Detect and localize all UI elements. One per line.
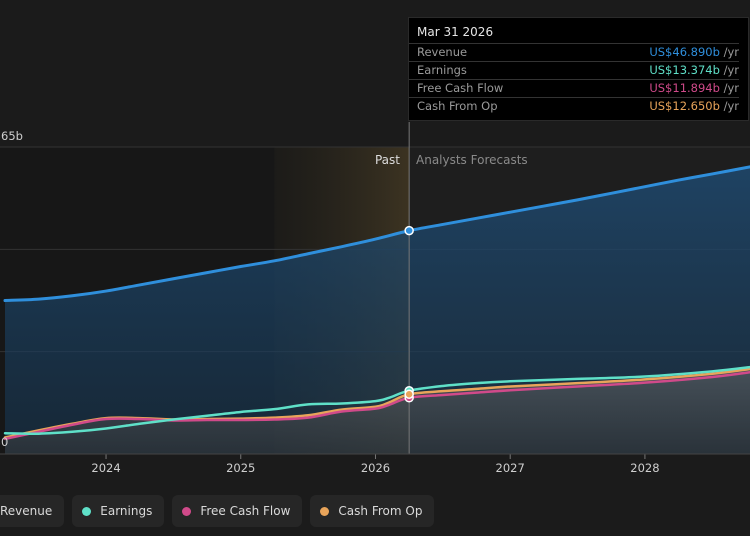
legend-dot-icon — [182, 506, 192, 516]
tooltip-value-number: US$12.650b — [649, 99, 720, 113]
legend-item-earnings[interactable]: Earnings — [72, 495, 165, 527]
tooltip-value: US$11.894b /yr — [649, 81, 739, 95]
x-tick-label: 2024 — [91, 461, 120, 475]
legend-label: Cash From Op — [338, 504, 423, 518]
x-tick-label: 2025 — [226, 461, 255, 475]
legend-dot-icon — [82, 506, 92, 516]
y-bottom-label: US$0 — [0, 435, 8, 449]
tooltip-unit: /yr — [723, 99, 739, 113]
revenue-area — [5, 166, 750, 455]
legend-item-free-cash-flow[interactable]: Free Cash Flow — [172, 495, 303, 527]
series-line-earnings — [3, 365, 750, 435]
legend-item-cash-from-op[interactable]: Cash From Op — [310, 495, 435, 527]
hover-markers — [404, 225, 414, 403]
tooltip-row-earnings: Earnings US$13.374b /yr — [409, 61, 739, 80]
tooltip-row-cfo: Cash From Op US$12.650b /yr — [409, 97, 739, 116]
series-line-revenue — [3, 165, 750, 302]
past-label: Past — [375, 153, 400, 167]
tooltip-row-fcf: Free Cash Flow US$11.894b /yr — [409, 79, 739, 98]
series-lines — [3, 165, 750, 441]
legend: Revenue Earnings Free Cash Flow Cash Fro… — [0, 495, 435, 527]
tooltip-date: Mar 31 2026 — [417, 25, 494, 39]
x-tick-label: 2026 — [361, 461, 390, 475]
tooltip-row-revenue: Revenue US$46.890b /yr — [409, 43, 739, 62]
legend-label: Revenue — [0, 504, 53, 518]
tooltip-unit: /yr — [723, 81, 739, 95]
tooltip-label: Cash From Op — [417, 99, 498, 113]
x-axis-ticks: 2024 2025 2026 2027 2028 — [0, 453, 750, 475]
legend-item-revenue[interactable]: Revenue — [0, 495, 65, 527]
tooltip: Mar 31 2026 Revenue US$46.890b /yr Earni… — [408, 17, 749, 121]
x-tick-label: 2028 — [630, 461, 659, 475]
tooltip-value-number: US$46.890b — [649, 45, 720, 59]
cashflow-area — [5, 368, 750, 454]
tooltip-label: Earnings — [417, 63, 467, 77]
x-tick-label: 2027 — [496, 461, 525, 475]
y-top-label: US$65b — [0, 129, 23, 143]
forecast-label: Analysts Forecasts — [416, 153, 528, 167]
legend-label: Free Cash Flow — [200, 504, 291, 518]
tooltip-unit: /yr — [723, 63, 739, 77]
tooltip-label: Revenue — [417, 45, 468, 59]
marker-revenue — [404, 225, 414, 236]
legend-dot-icon — [320, 506, 330, 516]
legend-label: Earnings — [100, 504, 153, 518]
tooltip-value-number: US$13.374b — [649, 63, 720, 77]
tooltip-value: US$13.374b /yr — [649, 63, 739, 77]
tooltip-value: US$46.890b /yr — [649, 45, 739, 59]
tooltip-value-number: US$11.894b — [649, 81, 720, 95]
tooltip-label: Free Cash Flow — [417, 81, 504, 95]
tooltip-value: US$12.650b /yr — [649, 99, 739, 113]
marker-cash-from-op — [404, 389, 414, 400]
tooltip-unit: /yr — [723, 45, 739, 59]
series-line-free-cash-flow — [3, 371, 750, 441]
